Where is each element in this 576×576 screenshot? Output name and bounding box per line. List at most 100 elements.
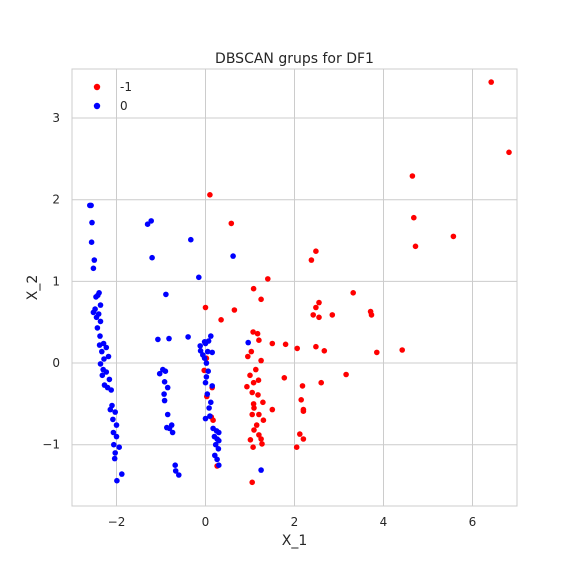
- data-point: [255, 377, 262, 384]
- data-point: [88, 239, 95, 245]
- data-point: [93, 314, 100, 321]
- data-point: [412, 243, 419, 250]
- data-point: [202, 415, 209, 422]
- data-point: [251, 427, 257, 433]
- data-point: [313, 343, 319, 350]
- series-cluster-0: [87, 202, 264, 484]
- data-point: [91, 257, 98, 263]
- data-point: [249, 479, 255, 486]
- chart-title: DBSCAN grups for DF1: [215, 51, 374, 67]
- data-point: [506, 149, 512, 156]
- data-point: [250, 401, 257, 407]
- data-points: [87, 79, 512, 486]
- data-point: [245, 353, 251, 360]
- data-point: [206, 405, 212, 411]
- data-point: [313, 304, 319, 311]
- data-point: [176, 472, 182, 478]
- legend-marker-noise: [93, 83, 101, 91]
- data-point: [116, 444, 122, 451]
- data-point: [308, 257, 315, 263]
- data-point: [300, 408, 307, 415]
- data-point: [255, 392, 261, 398]
- data-point: [204, 391, 211, 397]
- data-point: [110, 416, 116, 423]
- data-point: [450, 233, 457, 240]
- data-point: [411, 214, 417, 221]
- data-point: [208, 399, 214, 406]
- data-point: [212, 441, 219, 448]
- data-point: [106, 376, 113, 383]
- data-point: [254, 330, 261, 337]
- data-point: [215, 446, 222, 452]
- data-point: [269, 406, 276, 413]
- data-point: [258, 296, 264, 303]
- data-point: [368, 312, 375, 318]
- legend-label-cluster-0: 0: [120, 99, 128, 113]
- data-point: [399, 347, 406, 353]
- data-point: [245, 339, 251, 346]
- data-point: [209, 383, 215, 389]
- data-point: [214, 456, 220, 463]
- data-point: [163, 291, 169, 298]
- data-point: [409, 173, 416, 179]
- data-point: [258, 467, 264, 473]
- data-point: [205, 368, 211, 375]
- data-point: [247, 372, 253, 379]
- data-point: [166, 335, 172, 342]
- data-point: [216, 437, 222, 444]
- data-point: [164, 424, 170, 431]
- data-point: [185, 334, 191, 340]
- x-tick-label: −2: [108, 515, 126, 529]
- data-point: [113, 422, 120, 428]
- data-point: [216, 429, 222, 436]
- data-point: [97, 361, 104, 367]
- y-tick-label: 3: [52, 111, 60, 125]
- data-point: [90, 265, 97, 272]
- data-point: [249, 411, 255, 418]
- data-point: [202, 379, 209, 386]
- data-point: [343, 371, 349, 378]
- data-point: [228, 220, 235, 227]
- data-point: [112, 409, 118, 415]
- data-point: [97, 333, 103, 339]
- data-point: [231, 307, 238, 313]
- data-point: [207, 192, 213, 198]
- data-point: [244, 383, 250, 390]
- data-point: [488, 79, 495, 85]
- data-point: [256, 411, 262, 418]
- data-point: [202, 304, 209, 311]
- data-point: [94, 325, 101, 331]
- data-point: [90, 309, 97, 316]
- data-point: [156, 370, 163, 377]
- data-point: [210, 417, 216, 424]
- data-point: [110, 429, 117, 436]
- data-point: [250, 285, 257, 292]
- x-tick-label: 6: [469, 515, 477, 529]
- data-point: [248, 348, 255, 355]
- x-tick-labels: −2 0 2 4 6: [108, 515, 477, 529]
- data-point: [216, 462, 222, 469]
- plot-frame: [71, 68, 518, 507]
- data-point: [161, 397, 168, 404]
- data-point: [201, 355, 208, 362]
- data-point: [203, 360, 210, 366]
- data-point: [107, 406, 114, 413]
- data-point: [251, 405, 257, 411]
- data-point: [310, 312, 317, 318]
- data-point: [260, 417, 267, 424]
- data-point: [250, 379, 257, 386]
- data-point: [256, 337, 262, 344]
- data-point: [119, 471, 125, 477]
- y-tick-label: 0: [52, 356, 60, 370]
- data-point: [281, 375, 288, 381]
- data-point: [164, 411, 171, 418]
- data-point: [168, 422, 175, 428]
- data-point: [99, 372, 106, 379]
- data-point: [161, 391, 167, 397]
- data-point: [169, 429, 176, 436]
- data-point: [256, 432, 262, 438]
- data-point: [101, 356, 107, 362]
- data-point: [108, 387, 114, 393]
- data-point: [208, 333, 214, 339]
